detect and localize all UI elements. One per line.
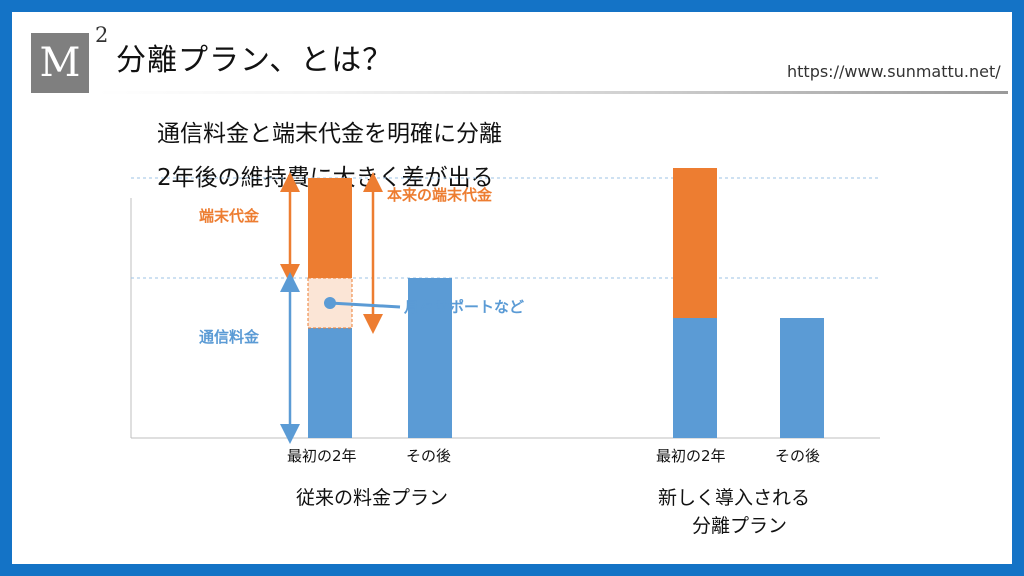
- callout-dot: [324, 297, 336, 309]
- category-label-left-2: その後: [406, 447, 452, 465]
- category-label-left-1: 最初の2年: [287, 447, 357, 465]
- bar-g1-c0-s1: [673, 168, 717, 318]
- category-label-right-1: 最初の2年: [656, 447, 726, 465]
- annotation-telecom-cost: 通信料金: [199, 328, 260, 346]
- callout-line: [329, 301, 401, 309]
- logo-superscript: 2: [95, 23, 109, 47]
- title-divider: [96, 91, 1008, 94]
- annotation-monthly-support: 月々サポートなど: [403, 298, 524, 316]
- bar-g0-c0-s0: [308, 328, 352, 438]
- bar-g0-c1-s0: [408, 278, 452, 438]
- logo-mark: M: [31, 33, 89, 93]
- bar-g1-c0-s0: [673, 318, 717, 438]
- subtitle-1: 通信料金と端末代金を明確に分離: [157, 121, 502, 147]
- category-label-right-2: その後: [775, 447, 821, 465]
- group-title-right-line2: 分離プラン: [692, 515, 788, 537]
- group-title-right-line1: 新しく導入される: [658, 487, 811, 509]
- site-url: https://www.sunmattu.net/: [787, 62, 1001, 81]
- annotation-original-device-cost: 本来の端末代金: [387, 186, 493, 204]
- bar-g0-c0-s2: [308, 178, 352, 278]
- annotation-device-cost: 端末代金: [199, 207, 260, 225]
- group-title-left: 従来の料金プラン: [296, 487, 449, 509]
- page-title: 分離プラン、とは？: [116, 43, 394, 78]
- bar-g1-c1-s0: [780, 318, 824, 438]
